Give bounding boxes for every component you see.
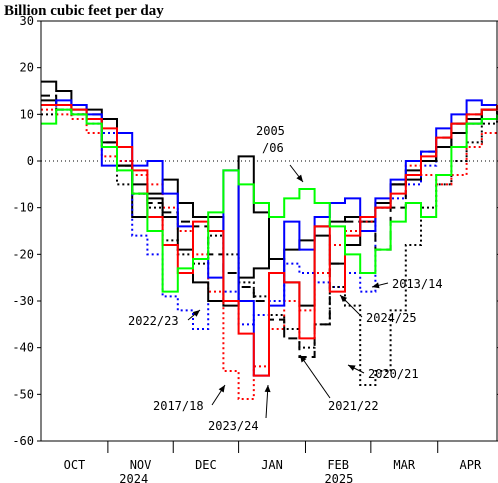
plot-frame (40, 20, 498, 442)
series-annotation-label: 2021/22 (328, 399, 379, 413)
series-line-2024-25 (41, 104, 498, 377)
y-axis: 30 20 10 0 -10 -20 -30 -40 -50 -60 (12, 14, 498, 448)
y-tick-label: -10 (12, 201, 34, 215)
annotation-arrow-head (348, 365, 356, 371)
y-tick-label: -30 (12, 294, 34, 308)
month-gridlines (107, 441, 439, 453)
x-month-label: OCT (64, 458, 86, 472)
chart-title: Billion cubic feet per day (4, 3, 164, 19)
series-annotation-label: 2020/21 (368, 367, 419, 381)
annotation-arrow-head (300, 355, 307, 363)
annotation-arrow-line (299, 354, 331, 399)
y-tick-label: 0 (27, 154, 34, 168)
annotation-arrow-head (372, 282, 380, 289)
x-month-label: NOV (130, 458, 152, 472)
x-year-label: 2025 (324, 472, 353, 483)
series-annotation-label: 2013/14 (392, 277, 443, 291)
y-tick-label: -40 (12, 341, 34, 355)
series-annotation-label: 2022/23 (128, 314, 179, 328)
annotation-arrow-head (264, 385, 271, 393)
y-tick-label: -50 (12, 387, 34, 401)
y-tick-label: 20 (20, 61, 34, 75)
x-month-label: FEB (327, 458, 349, 472)
series-annotation-label: 2024/25 (366, 311, 417, 325)
series-annotation-label: /06 (262, 141, 284, 155)
y-tick-label: -20 (12, 247, 34, 261)
x-month-label: DEC (195, 458, 217, 472)
series-annotation-label: 2023/24 (208, 419, 259, 433)
series-lines (41, 80, 498, 400)
series-annotation-label: 2017/18 (153, 399, 204, 413)
x-month-label: JAN (261, 458, 283, 472)
series-annotation-label: 2005 (256, 124, 285, 138)
series-line-green (41, 108, 498, 293)
y-tick-label: 30 (20, 14, 34, 28)
annotation-arrow-head (192, 310, 200, 317)
x-month-label: APR (460, 458, 482, 472)
annotation-arrow-head (296, 174, 303, 182)
y-tick-label: 10 (20, 107, 34, 121)
x-year-label: 2024 (119, 472, 148, 483)
x-month-label: MAR (393, 458, 415, 472)
x-axis: OCT NOV DEC JAN FEB MAR APR 2024 2025 (64, 458, 482, 483)
y-tick-label: -60 (12, 434, 34, 448)
annotation-arrow-head (218, 385, 225, 393)
year-annotations: 2005/06 2013/14 2024/25 2022/23 2020/21 2021/… (128, 124, 443, 433)
annotation-arrow-head (340, 295, 348, 303)
